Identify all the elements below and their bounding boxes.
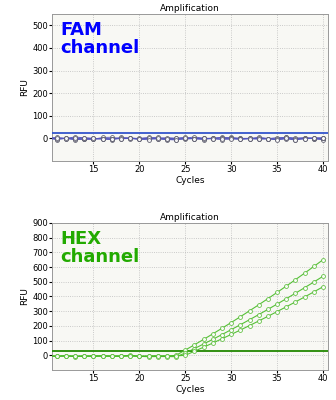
X-axis label: Cycles: Cycles bbox=[175, 384, 205, 394]
Y-axis label: RFU: RFU bbox=[20, 79, 29, 96]
Title: Amplification: Amplification bbox=[160, 4, 220, 13]
X-axis label: Cycles: Cycles bbox=[175, 176, 205, 185]
Title: Amplification: Amplification bbox=[160, 213, 220, 222]
Text: HEX
channel: HEX channel bbox=[60, 230, 139, 266]
Text: FAM
channel: FAM channel bbox=[60, 21, 139, 57]
Y-axis label: RFU: RFU bbox=[20, 288, 29, 305]
